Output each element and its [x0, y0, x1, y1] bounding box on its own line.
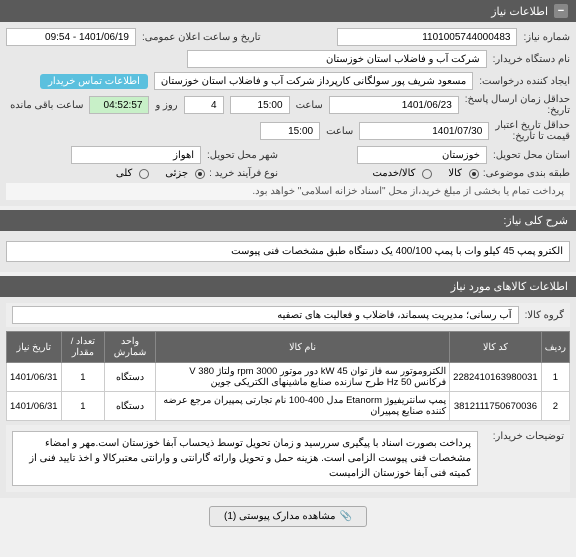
remain-label: ساعت باقی مانده: [10, 100, 83, 111]
col-qty: تعداد / مقدار: [61, 332, 105, 363]
payment-note: پرداخت تمام یا بخشی از مبلغ خرید،از محل …: [6, 183, 570, 200]
cat-label: طبقه بندی موضوعی:: [483, 168, 570, 179]
group-value: آب رسانی؛ مدیریت پسماند، فاضلاب و فعالیت…: [12, 306, 519, 324]
col-name: نام کالا: [155, 332, 449, 363]
rooz-label: روز و: [155, 100, 177, 111]
col-code: کد کالا: [450, 332, 542, 363]
validity-time: 15:00: [260, 122, 320, 140]
panel-title: اطلاعات نیاز: [491, 5, 548, 18]
cell-date: 1401/06/31: [7, 392, 62, 421]
buy-full-label: کلی: [116, 168, 132, 179]
cell-name: الکتروموتور سه فاز توان kW 45 دور موتور …: [155, 363, 449, 392]
validity-date: 1401/07/30: [359, 122, 489, 140]
col-unit: واحد شمارش: [105, 332, 156, 363]
cell-qty: 1: [61, 363, 105, 392]
buy-full-radio[interactable]: [139, 169, 149, 179]
contact-buyer-button[interactable]: اطلاعات تماس خریدار: [40, 74, 148, 89]
col-row: ردیف: [541, 332, 569, 363]
cell-unit: دستگاه: [105, 363, 156, 392]
buy-partial-radio[interactable]: [195, 169, 205, 179]
prov-value: خوزستان: [357, 146, 487, 164]
goods-table: ردیف کد کالا نام کالا واحد شمارش تعداد /…: [6, 331, 570, 421]
remain-time: 04:52:57: [89, 96, 149, 114]
table-row: 12282410163980031الکتروموتور سه فاز توان…: [7, 363, 570, 392]
collapse-icon[interactable]: −: [554, 4, 568, 18]
attachments-button[interactable]: 📎 مشاهده مدارک پیوستی (1): [209, 506, 367, 527]
cell-code: 2282410163980031: [450, 363, 542, 392]
announce-label: تاریخ و ساعت اعلان عمومی:: [142, 32, 261, 43]
cell-date: 1401/06/31: [7, 363, 62, 392]
creator-value: مسعود شریف پور سولگانی کارپرداز شرکت آب …: [154, 72, 473, 90]
city-label: شهر محل تحویل:: [207, 150, 278, 161]
attachments-label: مشاهده مدارک پیوستی (1): [224, 511, 336, 522]
group-label: گروه کالا:: [525, 310, 564, 321]
buyer-label: نام دستگاه خریدار:: [493, 54, 570, 65]
need-no-label: شماره نیاز:: [523, 32, 570, 43]
deadline-label: حداقل زمان ارسال پاسخ: تاریخ:: [465, 94, 570, 116]
sharh-text: الکترو پمپ 45 کیلو وات با پمپ 400/100 یک…: [6, 241, 570, 262]
cell-n: 2: [541, 392, 569, 421]
panel-header: − اطلاعات نیاز: [0, 0, 576, 22]
buyer-value: شرکت آب و فاضلاب استان خوزستان: [187, 50, 487, 68]
main-panel: شماره نیاز: 1101005744000483 تاریخ و ساع…: [0, 22, 576, 206]
buy-type-label: نوع فرآیند خرید :: [209, 168, 278, 179]
cell-code: 3812111750670036: [450, 392, 542, 421]
cell-qty: 1: [61, 392, 105, 421]
cat-khadamat-label: کالا/خدمت: [372, 168, 415, 179]
deadline-date: 1401/06/23: [329, 96, 459, 114]
days-left: 4: [184, 96, 224, 114]
cat-kala-label: کالا: [448, 168, 462, 179]
creator-label: ایجاد کننده درخواست:: [479, 76, 570, 87]
col-date: تاریخ نیاز: [7, 332, 62, 363]
cell-n: 1: [541, 363, 569, 392]
buy-partial-label: جزئی: [165, 168, 188, 179]
city-value: اهواز: [71, 146, 201, 164]
goods-header: اطلاعات کالاهای مورد نیاز: [0, 276, 576, 297]
cell-unit: دستگاه: [105, 392, 156, 421]
saat-label-1: ساعت: [296, 100, 323, 111]
saat-label-2: ساعت: [326, 126, 353, 137]
need-no-value: 1101005744000483: [337, 28, 517, 46]
table-row: 23812111750670036پمپ سانتریفیوژ Etanorm …: [7, 392, 570, 421]
announce-value: 1401/06/19 - 09:54: [6, 28, 136, 46]
cat-khadamat-radio[interactable]: [422, 169, 432, 179]
paperclip-icon: 📎: [340, 511, 352, 522]
sharh-header: شرح کلی نیاز:: [0, 210, 576, 231]
prov-label: استان محل تحویل:: [493, 150, 570, 161]
deadline-time: 15:00: [230, 96, 290, 114]
cat-kala-radio[interactable]: [469, 169, 479, 179]
desc-label: توضیحات خریدار:: [484, 431, 564, 486]
cell-name: پمپ سانتریفیوژ Etanorm مدل 400-100 نام ت…: [155, 392, 449, 421]
desc-text: پرداخت بصورت اسناد با پیگیری سررسید و زم…: [12, 431, 478, 486]
validity-label: حداقل تاریخ اعتبار قیمت تا تاریخ:: [495, 120, 570, 142]
